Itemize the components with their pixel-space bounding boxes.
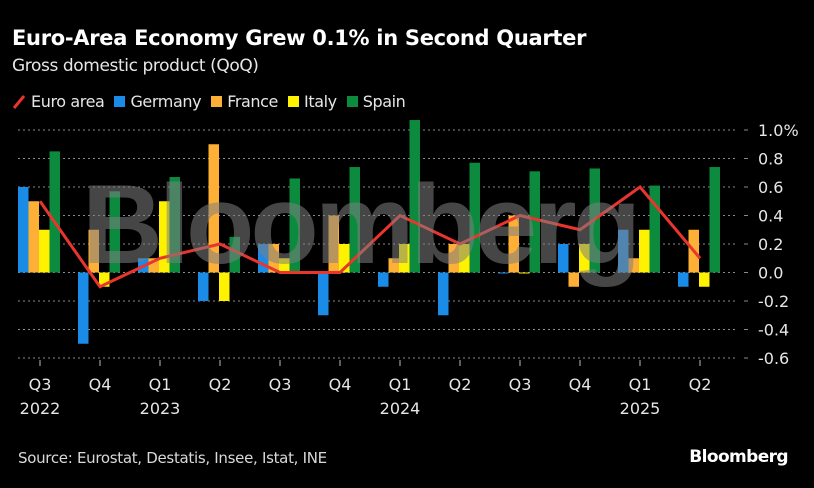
bar-spain bbox=[349, 167, 360, 273]
bar-spain bbox=[709, 167, 720, 273]
chart-title: Euro-Area Economy Grew 0.1% in Second Qu… bbox=[12, 26, 587, 50]
bar-italy bbox=[459, 244, 470, 273]
x-tick-label-year: 2023 bbox=[140, 399, 181, 418]
line-euro-area bbox=[38, 184, 702, 289]
bar-france bbox=[628, 258, 639, 273]
x-tick-label-quarter: Q3 bbox=[509, 375, 532, 394]
legend-item-italy: Italy bbox=[288, 92, 337, 111]
bar-spain bbox=[229, 236, 240, 273]
y-tick-label: -0.6 bbox=[758, 349, 789, 368]
legend-label: France bbox=[227, 92, 278, 111]
bar-italy bbox=[699, 272, 710, 287]
bar-germany bbox=[558, 244, 569, 273]
legend-item-france: France bbox=[211, 92, 278, 111]
bar-italy bbox=[99, 272, 110, 287]
legend-line-icon bbox=[12, 94, 26, 109]
bar-france bbox=[148, 258, 159, 273]
x-tick-label-quarter: Q3 bbox=[269, 375, 292, 394]
bar-france bbox=[448, 244, 459, 273]
bar-italy bbox=[279, 258, 290, 273]
legend-label: Spain bbox=[362, 92, 406, 111]
bar-germany bbox=[258, 244, 269, 273]
bar-italy bbox=[339, 244, 350, 273]
x-tick-label-quarter: Q2 bbox=[209, 375, 232, 394]
legend-label: Germany bbox=[130, 92, 202, 111]
legend-swatch-icon bbox=[211, 96, 223, 107]
y-tick-label: 0.2 bbox=[758, 235, 783, 254]
x-tick-label-quarter: Q4 bbox=[89, 375, 112, 394]
bar-germany bbox=[198, 272, 209, 301]
y-tick-label: -0.2 bbox=[758, 292, 789, 311]
x-tick-label-quarter: Q3 bbox=[29, 375, 52, 394]
bar-france bbox=[88, 229, 99, 273]
bloomberg-logo: Bloomberg bbox=[689, 447, 788, 467]
x-tick-label-quarter: Q2 bbox=[689, 375, 712, 394]
x-tick-label-year: 2022 bbox=[20, 399, 61, 418]
legend-label: Euro area bbox=[31, 92, 105, 111]
x-tick-label-quarter: Q4 bbox=[329, 375, 352, 394]
bar-spain bbox=[169, 177, 180, 273]
bar-italy bbox=[159, 201, 170, 273]
bar-germany bbox=[18, 187, 29, 273]
gridlines bbox=[18, 129, 748, 359]
x-tick-label-quarter: Q2 bbox=[449, 375, 472, 394]
bar-france bbox=[568, 272, 579, 287]
bar-italy bbox=[399, 244, 410, 273]
bar-italy bbox=[579, 244, 590, 273]
x-tick-label-quarter: Q1 bbox=[629, 375, 652, 394]
y-tick-label: 0.0 bbox=[758, 264, 783, 283]
bar-germany bbox=[318, 272, 329, 316]
bar-france bbox=[388, 258, 399, 273]
y-tick-label: 0.6 bbox=[758, 178, 783, 197]
x-tick-label-quarter: Q1 bbox=[389, 375, 412, 394]
chart-plot: 1.0% 0.8 0.6 0.4 0.2 0.0 -0.2 -0.4 -0.6 Q3 2022 Q4… bbox=[18, 120, 799, 418]
bar-germany bbox=[78, 272, 89, 344]
y-tick-label: 0.4 bbox=[758, 207, 783, 226]
bar-germany bbox=[378, 272, 389, 287]
bar-italy bbox=[219, 272, 230, 301]
bar-germany bbox=[678, 272, 689, 287]
bar-france bbox=[28, 201, 39, 273]
bar-france bbox=[508, 215, 519, 273]
bar-spain bbox=[469, 162, 480, 273]
bar-spain bbox=[649, 185, 660, 273]
y-tick-label: -0.4 bbox=[758, 321, 789, 340]
legend-swatch-icon bbox=[346, 96, 358, 107]
bar-germany bbox=[438, 272, 449, 316]
bar-france bbox=[208, 144, 219, 273]
legend-item-spain: Spain bbox=[346, 92, 406, 111]
bar-spain bbox=[409, 120, 420, 273]
bar-italy bbox=[639, 229, 650, 273]
legend-label: Italy bbox=[304, 92, 337, 111]
bar-spain bbox=[529, 171, 540, 273]
x-axis: Q3 2022 Q4 Q1 2023 Q2 Q3 Q4 Q1 2024 Q2 Q3 Q4 Q1 2025 Q2 bbox=[20, 360, 712, 418]
bar-italy bbox=[39, 229, 50, 273]
bar-france bbox=[268, 244, 279, 273]
legend-swatch-icon bbox=[288, 96, 299, 107]
y-tick-label: 0.8 bbox=[758, 150, 783, 169]
legend-swatch-icon bbox=[114, 96, 126, 107]
legend-item-euro-area: Euro area bbox=[12, 92, 105, 111]
bars bbox=[18, 120, 720, 344]
legend-item-germany: Germany bbox=[114, 92, 202, 111]
bar-spain bbox=[289, 178, 300, 273]
bar-spain bbox=[49, 151, 60, 273]
y-tick-label: 1.0% bbox=[758, 121, 799, 140]
bar-france bbox=[328, 215, 339, 273]
bar-germany bbox=[618, 229, 629, 273]
x-tick-label-year: 2025 bbox=[620, 399, 661, 418]
x-tick-label-quarter: Q4 bbox=[569, 375, 592, 394]
euro-area-line bbox=[38, 184, 702, 289]
chart-subtitle: Gross domestic product (QoQ) bbox=[12, 56, 259, 76]
y-axis: 1.0% 0.8 0.6 0.4 0.2 0.0 -0.2 -0.4 -0.6 bbox=[758, 121, 799, 368]
bar-germany bbox=[498, 272, 509, 274]
bar-spain bbox=[109, 191, 120, 273]
source-note: Source: Eurostat, Destatis, Insee, Istat… bbox=[18, 449, 327, 467]
legend: Euro area Germany France Italy Spain bbox=[12, 92, 415, 111]
x-tick-label-year: 2024 bbox=[380, 399, 421, 418]
x-tick-label-quarter: Q1 bbox=[149, 375, 172, 394]
bar-italy bbox=[519, 272, 530, 274]
